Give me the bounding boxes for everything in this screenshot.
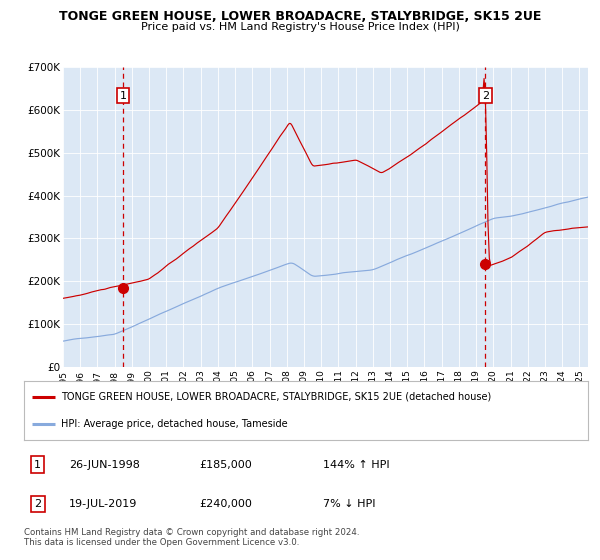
Text: £185,000: £185,000: [199, 460, 251, 470]
Text: 26-JUN-1998: 26-JUN-1998: [69, 460, 140, 470]
Text: 19-JUL-2019: 19-JUL-2019: [69, 499, 137, 509]
Text: 1: 1: [34, 460, 41, 470]
Text: HPI: Average price, detached house, Tameside: HPI: Average price, detached house, Tame…: [61, 419, 287, 429]
Text: 2: 2: [34, 499, 41, 509]
Text: 7% ↓ HPI: 7% ↓ HPI: [323, 499, 376, 509]
Text: Contains HM Land Registry data © Crown copyright and database right 2024.
This d: Contains HM Land Registry data © Crown c…: [24, 528, 359, 547]
Text: 1: 1: [119, 91, 127, 101]
Text: TONGE GREEN HOUSE, LOWER BROADACRE, STALYBRIDGE, SK15 2UE (detached house): TONGE GREEN HOUSE, LOWER BROADACRE, STAL…: [61, 391, 491, 402]
Text: £240,000: £240,000: [199, 499, 252, 509]
Text: 2: 2: [482, 91, 489, 101]
Text: Price paid vs. HM Land Registry's House Price Index (HPI): Price paid vs. HM Land Registry's House …: [140, 22, 460, 32]
Text: 144% ↑ HPI: 144% ↑ HPI: [323, 460, 389, 470]
Text: TONGE GREEN HOUSE, LOWER BROADACRE, STALYBRIDGE, SK15 2UE: TONGE GREEN HOUSE, LOWER BROADACRE, STAL…: [59, 10, 541, 23]
